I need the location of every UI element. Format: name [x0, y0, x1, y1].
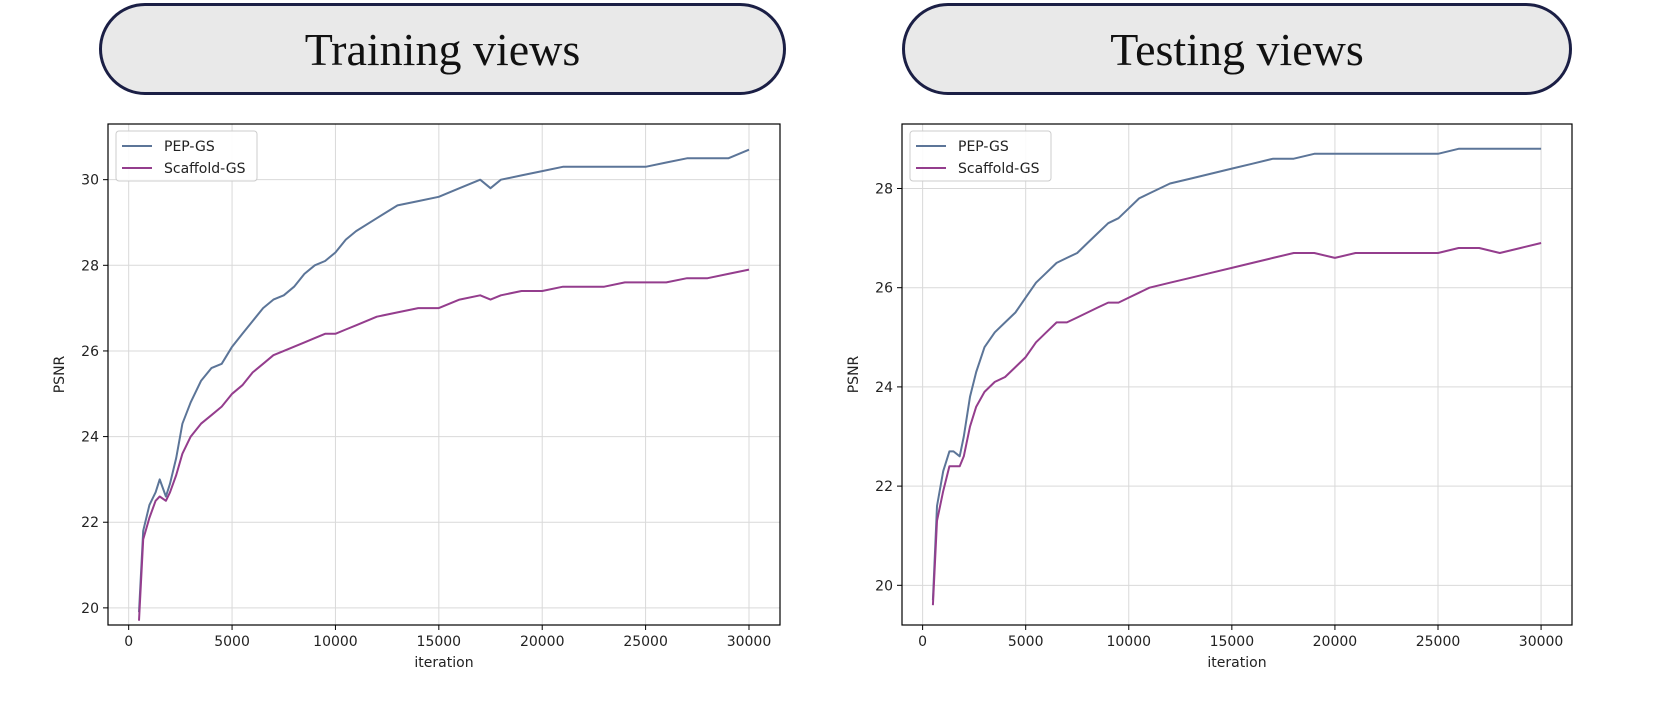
training-xtick-label-30000: 30000	[727, 634, 772, 650]
training-xtick-label-5000: 5000	[214, 634, 250, 650]
testing-xtick-label-20000: 20000	[1313, 634, 1358, 650]
testing-ytick-label-22: 22	[875, 479, 893, 495]
training-ytick-label-28: 28	[81, 258, 99, 274]
testing-xtick-label-5000: 5000	[1008, 634, 1044, 650]
testing-series-scaffold-gs-line	[931, 242, 1542, 606]
training-ytick-label-20: 20	[81, 601, 99, 617]
testing-xtick-label-10000: 10000	[1106, 634, 1151, 650]
training-y-axis-label: PSNR	[52, 355, 68, 393]
testing-xtick-label-0: 0	[918, 634, 927, 650]
testing-xtick-label-15000: 15000	[1210, 634, 1255, 650]
testing-x-axis-label: iteration	[1207, 655, 1266, 671]
testing-ytick-label-20: 20	[875, 578, 893, 594]
training-ytick-label-24: 24	[81, 430, 99, 446]
testing-ytick-label-28: 28	[875, 181, 893, 197]
training-plot-frame	[107, 123, 781, 626]
training-ytick-label-26: 26	[81, 344, 99, 360]
testing-ytick-label-26: 26	[875, 281, 893, 297]
training-views-title: Training views	[99, 3, 786, 95]
testing-legend-label-pep-gs: PEP-GS	[958, 139, 1009, 155]
training-xtick-label-20000: 20000	[520, 634, 565, 650]
testing-legend-label-scaffold-gs: Scaffold-GS	[958, 161, 1040, 177]
testing-xtick-label-25000: 25000	[1416, 634, 1461, 650]
training-legend-label-pep-gs: PEP-GS	[164, 139, 215, 155]
training-xtick-label-15000: 15000	[417, 634, 462, 650]
training-xtick-label-10000: 10000	[313, 634, 358, 650]
training-series-pep-gs-line	[138, 148, 750, 613]
testing-ytick-label-24: 24	[875, 380, 893, 396]
training-ytick-label-22: 22	[81, 515, 99, 531]
testing-y-axis-label: PSNR	[846, 355, 862, 393]
testing-xtick-label-30000: 30000	[1519, 634, 1564, 650]
training-xtick-label-0: 0	[124, 634, 133, 650]
testing-series-pep-gs-line	[931, 147, 1542, 601]
training-series-scaffold-gs-line	[138, 268, 750, 621]
training-x-axis-label: iteration	[414, 655, 473, 671]
testing-views-title: Testing views	[902, 3, 1572, 95]
training-xtick-label-25000: 25000	[623, 634, 668, 650]
testing-plot-frame	[901, 123, 1573, 626]
training-ytick-label-30: 30	[81, 173, 99, 189]
training-legend-label-scaffold-gs: Scaffold-GS	[164, 161, 246, 177]
